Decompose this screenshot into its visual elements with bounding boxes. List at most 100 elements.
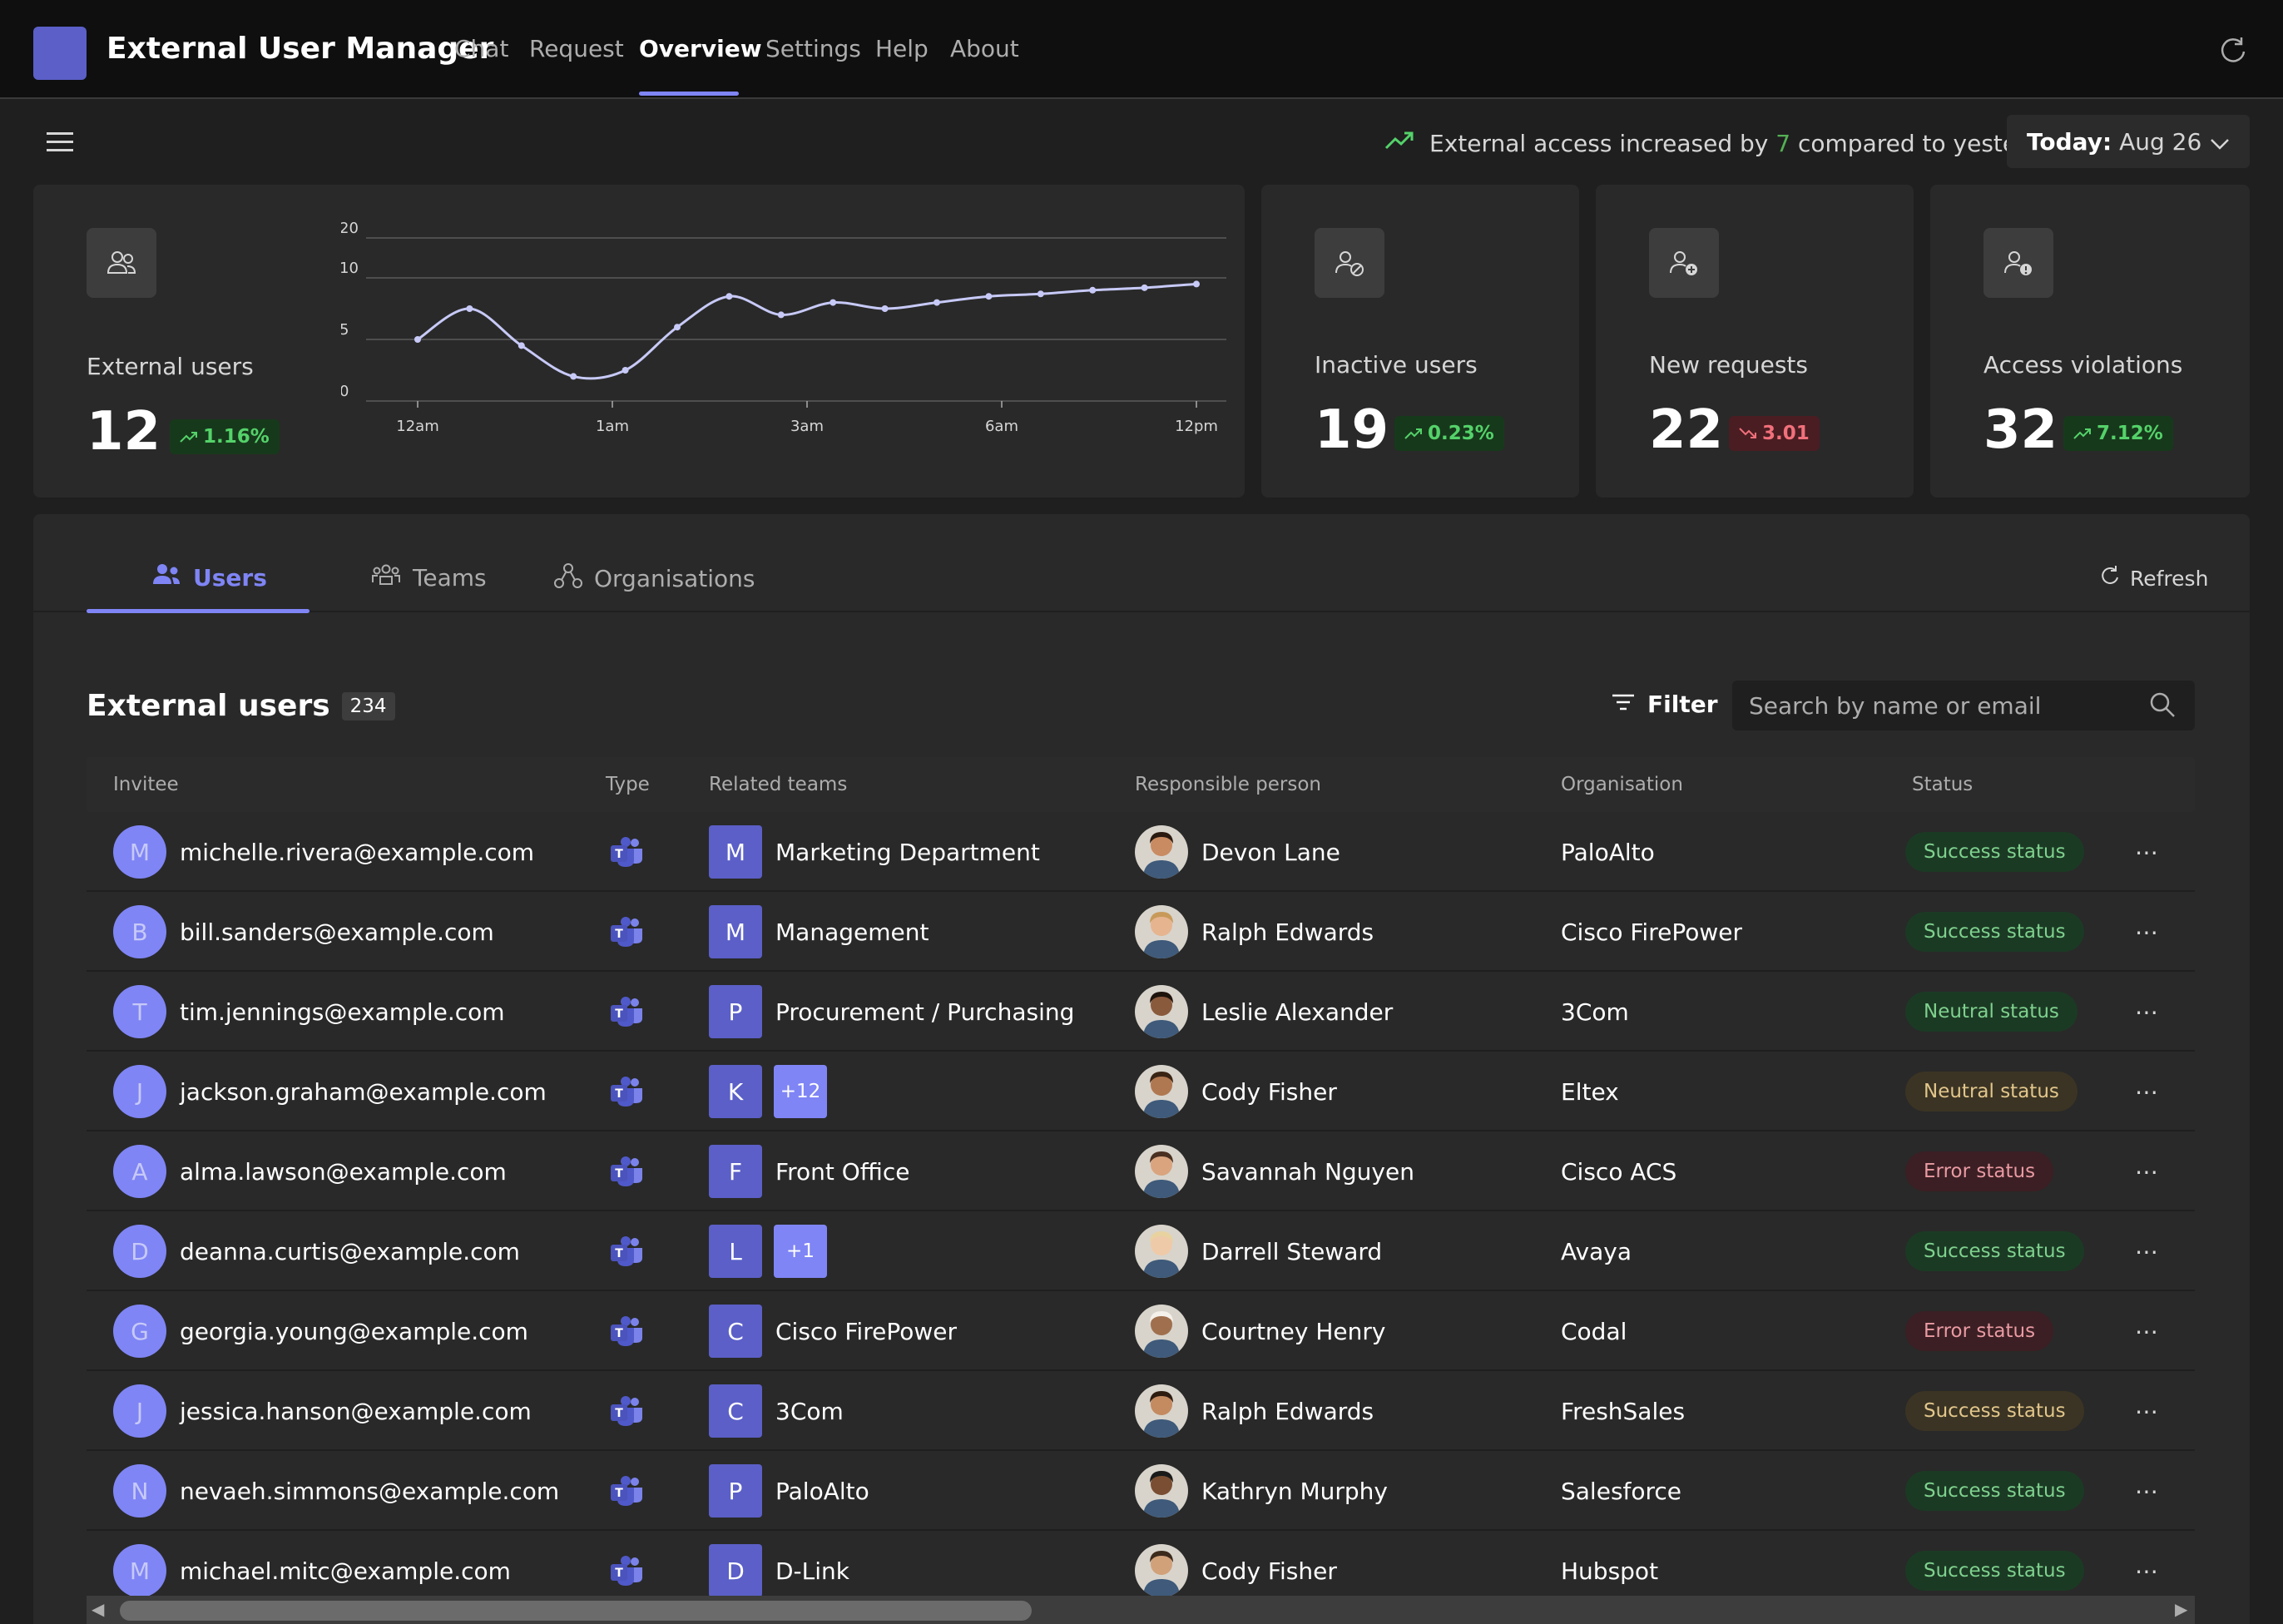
teams-icon: T: [609, 1371, 646, 1451]
chart-data-point: [1037, 290, 1044, 298]
scroll-left-icon[interactable]: ◀: [92, 1599, 105, 1619]
table-row[interactable]: D deanna.curtis@example.com T L +1 Darre…: [87, 1211, 2195, 1291]
column-header[interactable]: Invitee: [113, 774, 179, 795]
more-options-icon[interactable]: ⋯: [2135, 1317, 2160, 1345]
person-name: Ralph Edwards: [1201, 918, 1374, 946]
status-cell: Error status: [1905, 1291, 2054, 1371]
chart-x-tick-label: 1am: [596, 418, 629, 435]
nav-tab-about[interactable]: About: [950, 35, 1019, 62]
svg-text:T: T: [615, 928, 623, 941]
trend-badge: 1.16%: [170, 419, 280, 454]
organisation-cell: Avaya: [1561, 1211, 1632, 1291]
related-teams-cell: D D-Link: [709, 1531, 849, 1611]
column-header[interactable]: Organisation: [1561, 774, 1683, 795]
related-teams-cell: F Front Office: [709, 1131, 909, 1211]
trend-up-icon: [1384, 130, 1414, 157]
organisation-name: FreshSales: [1561, 1397, 1686, 1425]
more-teams-badge[interactable]: +12: [774, 1065, 827, 1118]
tab-organisations[interactable]: Organisations: [554, 562, 755, 595]
table-row[interactable]: M michelle.rivera@example.com T M Market…: [87, 812, 2195, 892]
table-row[interactable]: A alma.lawson@example.com T F Front Offi…: [87, 1131, 2195, 1211]
search-box: [1732, 681, 2195, 730]
person-avatar: [1135, 1305, 1188, 1358]
tab-label: Users: [193, 564, 267, 592]
related-teams-cell: P PaloAlto: [709, 1451, 869, 1531]
more-options-icon[interactable]: ⋯: [2135, 918, 2160, 946]
column-header[interactable]: Status: [1912, 774, 1973, 795]
chart-data-point: [622, 367, 629, 374]
table-row[interactable]: G georgia.young@example.com T C Cisco Fi…: [87, 1291, 2195, 1371]
organisation-name: Hubspot: [1561, 1557, 1659, 1585]
person-avatar: [1135, 1544, 1188, 1597]
person-avatar: [1135, 985, 1188, 1038]
card-access-violations: Access violations 32 7.12%: [1930, 185, 2250, 498]
app-logo: [33, 27, 87, 80]
nav-tab-request[interactable]: Request: [529, 35, 624, 62]
column-header[interactable]: Type: [606, 774, 650, 795]
people-icon: [87, 228, 156, 298]
column-header[interactable]: Responsible person: [1135, 774, 1321, 795]
trend-badge: 3.01: [1729, 416, 1820, 451]
responsible-person-cell: Ralph Edwards: [1135, 892, 1374, 972]
team-avatar: C: [709, 1384, 762, 1438]
card-label: Inactive users: [1315, 351, 1478, 379]
search-input[interactable]: [1749, 689, 2132, 722]
nav-tab-settings[interactable]: Settings: [765, 35, 861, 62]
avatar: J: [113, 1065, 166, 1118]
status-badge: Success status: [1905, 1231, 2084, 1271]
chart-data-point: [985, 293, 993, 300]
chart-x-tick-label: 6am: [985, 418, 1018, 435]
refresh-button[interactable]: Refresh: [2098, 564, 2208, 592]
avatar: D: [113, 1225, 166, 1278]
nav-tab-help[interactable]: Help: [875, 35, 929, 62]
search-icon[interactable]: [2148, 691, 2177, 722]
more-options-icon[interactable]: ⋯: [2135, 1477, 2160, 1505]
person-avatar: [1135, 1464, 1188, 1518]
organisation-name: Codal: [1561, 1317, 1627, 1345]
tab-users[interactable]: Users: [151, 562, 267, 593]
invitee-cell: G georgia.young@example.com: [113, 1291, 528, 1371]
users-panel: Users Teams Organisations Refresh Extern…: [33, 514, 2250, 1624]
chart-data-point: [726, 293, 733, 300]
person-name: Kathryn Murphy: [1201, 1477, 1388, 1505]
horizontal-scrollbar[interactable]: ◀ ▶: [87, 1596, 2195, 1624]
chart-data-point: [881, 305, 889, 312]
nav-tab-overview[interactable]: Overview: [639, 35, 762, 62]
column-header[interactable]: Related teams: [709, 774, 848, 795]
invitee-email: jessica.hanson@example.com: [180, 1397, 532, 1425]
more-options-icon[interactable]: ⋯: [2135, 1237, 2160, 1265]
card-value: 19: [1315, 399, 1389, 461]
table-row[interactable]: N nevaeh.simmons@example.com T P PaloAlt…: [87, 1451, 2195, 1531]
card-label: Access violations: [1983, 351, 2183, 379]
more-options-icon[interactable]: ⋯: [2135, 1557, 2160, 1585]
card-new-requests: New requests 22 3.01: [1596, 185, 1914, 498]
card-value: 32: [1983, 399, 2058, 461]
more-options-icon[interactable]: ⋯: [2135, 1397, 2160, 1425]
organisation-name: Avaya: [1561, 1237, 1632, 1265]
tab-teams[interactable]: Teams: [371, 562, 487, 593]
related-teams-cell: M Marketing Department: [709, 812, 1040, 892]
more-teams-badge[interactable]: +1: [774, 1225, 827, 1278]
more-options-icon[interactable]: ⋯: [2135, 838, 2160, 866]
more-options-icon[interactable]: ⋯: [2135, 1077, 2160, 1106]
scrollbar-thumb[interactable]: [120, 1601, 1032, 1621]
reload-icon[interactable]: [2216, 33, 2250, 67]
scroll-right-icon[interactable]: ▶: [2175, 1599, 2188, 1619]
invitee-cell: M michelle.rivera@example.com: [113, 812, 534, 892]
table-row[interactable]: B bill.sanders@example.com T M Managemen…: [87, 892, 2195, 972]
filter-button[interactable]: Filter: [1611, 691, 1718, 718]
team-avatar: P: [709, 985, 762, 1038]
table-row[interactable]: J jackson.graham@example.com T K +12 Cod…: [87, 1052, 2195, 1131]
table-row[interactable]: J jessica.hanson@example.com T C 3Com Ra…: [87, 1371, 2195, 1451]
more-options-icon[interactable]: ⋯: [2135, 998, 2160, 1026]
status-badge: Success status: [1905, 1391, 2084, 1431]
nav-tab-chat[interactable]: Chat: [454, 35, 509, 62]
svg-text:T: T: [615, 1567, 623, 1580]
person-name: Ralph Edwards: [1201, 1397, 1374, 1425]
table-row[interactable]: T tim.jennings@example.com T P Procureme…: [87, 972, 2195, 1052]
organisation-name: 3Com: [1561, 998, 1629, 1026]
hamburger-menu-icon[interactable]: [47, 131, 73, 154]
more-options-icon[interactable]: ⋯: [2135, 1157, 2160, 1186]
card-value: 12: [87, 401, 161, 463]
date-dropdown[interactable]: Today: Aug 26: [2007, 115, 2250, 168]
